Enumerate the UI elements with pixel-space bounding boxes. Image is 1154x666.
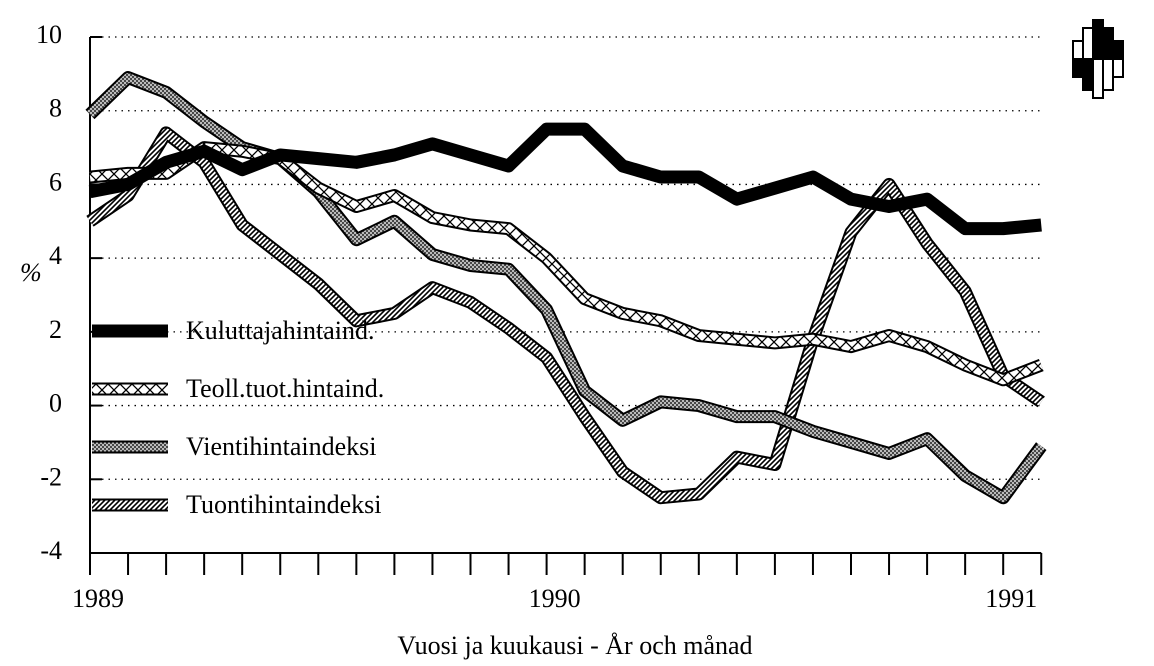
legend-label: Vientihintaindeksi	[186, 432, 377, 461]
legend-label: Tuontihintaindeksi	[186, 490, 382, 519]
legend-label: Teoll.tuot.hintaind.	[186, 374, 384, 403]
y-tick-label: 4	[49, 241, 62, 270]
y-tick-label: 2	[49, 315, 62, 344]
y-axis-label: %	[20, 258, 42, 287]
y-tick-label: 8	[49, 94, 62, 123]
y-tick-label: 10	[36, 20, 62, 49]
x-tick-label: 1989	[72, 584, 124, 613]
y-tick-label: -4	[40, 536, 62, 565]
y-tick-label: -2	[40, 462, 62, 491]
series-line-fill	[87, 128, 1044, 503]
x-axis-label: Vuosi ja kuukausi - År och månad	[397, 631, 752, 660]
y-tick-label: 6	[49, 167, 62, 196]
x-tick-label: 1991	[985, 584, 1037, 613]
y-tick-label: 0	[49, 389, 62, 418]
logo	[1072, 19, 1124, 99]
series-line-fill	[89, 143, 1043, 385]
legend-label: Kuluttajahintaind.	[186, 316, 374, 345]
series-line	[88, 122, 1042, 236]
x-tick-label: 1990	[529, 584, 581, 613]
